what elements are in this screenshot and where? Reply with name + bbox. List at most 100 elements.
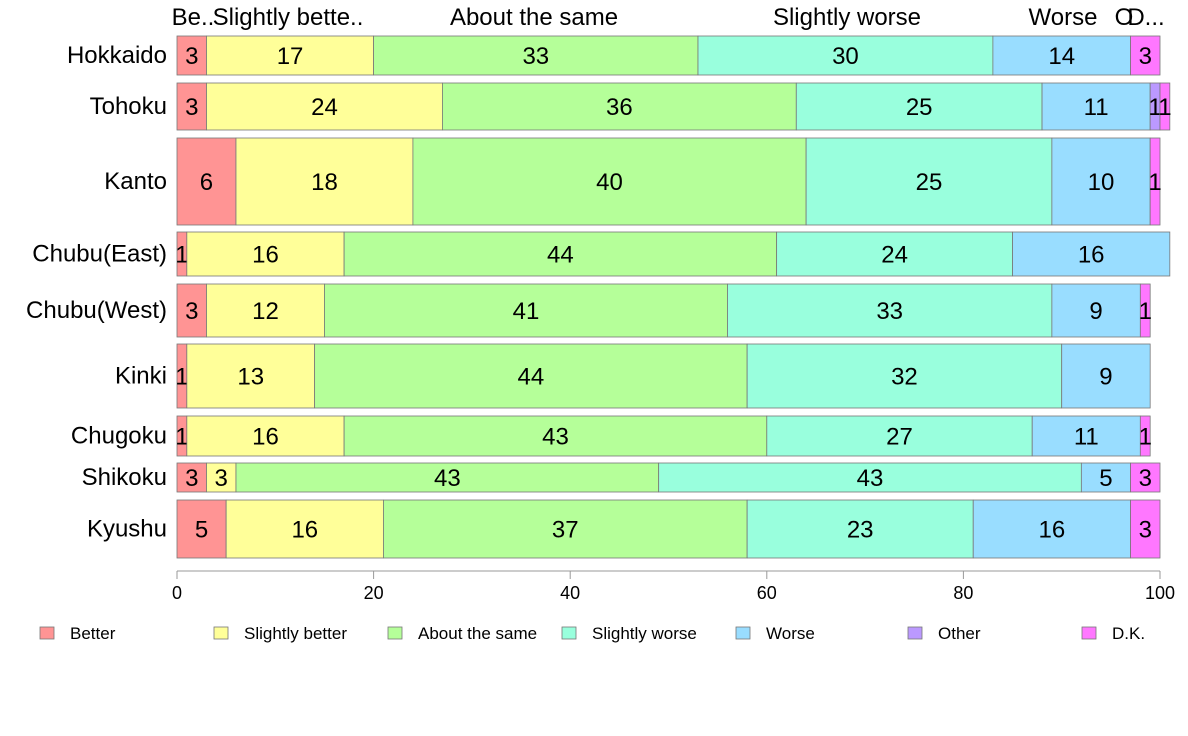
data-label: 14 [1048, 43, 1075, 70]
data-label: 1 [1158, 94, 1171, 121]
legend-swatch [735, 626, 751, 640]
data-label: 33 [522, 43, 549, 70]
data-label: 11 [1084, 94, 1109, 121]
bar-segment [343, 415, 768, 457]
top-category-label: Worse [1029, 4, 1098, 31]
bar-segment [1139, 415, 1151, 457]
data-label: 32 [891, 364, 918, 391]
bar-segment [235, 137, 414, 226]
bar-segment [1139, 283, 1151, 338]
bar-segment [1159, 82, 1171, 131]
bar-segment [1051, 137, 1151, 226]
data-label: 9 [1089, 298, 1102, 325]
data-label: 33 [876, 298, 903, 325]
bar-segment [186, 343, 316, 409]
row-label-chugoku: Chugoku [71, 423, 167, 450]
data-label: 1 [1148, 94, 1161, 121]
top-category-label: About the same [450, 4, 618, 31]
bar-segment [225, 499, 384, 559]
legend-swatch [1081, 626, 1097, 640]
data-label: 40 [596, 169, 623, 196]
row-label-kanto: Kanto [104, 168, 167, 195]
row-label-hokkaido: Hokkaido [67, 42, 167, 69]
data-label: 17 [277, 43, 304, 70]
bar-segment [776, 231, 1013, 277]
data-label: 24 [881, 242, 908, 269]
data-label: 5 [195, 517, 208, 544]
top-category-label: Be.. [172, 4, 215, 31]
legend-label: D.K. [1112, 624, 1145, 643]
top-labels-group: Be..Slightly bette.. About the same Slight… [172, 4, 1165, 31]
bar-segment [658, 462, 1082, 493]
bar-segment [746, 343, 1063, 409]
legend-label: Slightly better [244, 624, 347, 643]
data-label: 1 [1148, 169, 1161, 196]
data-label: 16 [252, 242, 279, 269]
data-label: 11 [1074, 424, 1099, 451]
data-label: 43 [857, 465, 884, 492]
data-label: 24 [311, 94, 338, 121]
bar-segment [766, 415, 1033, 457]
bar-segment [383, 499, 748, 559]
data-label: 36 [606, 94, 633, 121]
legend-label: Other [938, 624, 981, 643]
bar-segment [176, 82, 207, 131]
row-label-tohoku: Tohoku [90, 93, 167, 120]
legend-swatch [39, 626, 55, 640]
data-label: 25 [916, 169, 943, 196]
top-category-label: O [1115, 4, 1134, 31]
bar-segment [186, 231, 345, 277]
bar-segment [1130, 35, 1161, 76]
bar-segment [795, 82, 1043, 131]
data-label: 43 [434, 465, 461, 492]
bar-segment [442, 82, 797, 131]
bar-segment [727, 283, 1053, 338]
top-category-label: Slightly bette.. [213, 4, 364, 31]
data-label: 10 [1088, 169, 1115, 196]
top-category-label: Slightly worse [773, 4, 921, 31]
data-label: 3 [185, 298, 198, 325]
bar-segment [206, 283, 325, 338]
data-label: 3 [1139, 465, 1152, 492]
data-label: 1 [175, 242, 188, 269]
data-label: 3 [185, 465, 198, 492]
data-label: 16 [291, 517, 318, 544]
data-label: 3 [185, 94, 198, 121]
bar-segment [314, 343, 748, 409]
data-label: 18 [311, 169, 338, 196]
bar-segment [324, 283, 728, 338]
bar-segment [1149, 137, 1161, 226]
data-label: 41 [513, 298, 540, 325]
data-label: 44 [518, 364, 545, 391]
data-label: 16 [252, 424, 279, 451]
legend-label: About the same [418, 624, 537, 643]
data-label: 30 [832, 43, 859, 70]
bar-segment [176, 35, 207, 76]
bar-segment [176, 462, 207, 493]
bar-segment [1130, 499, 1161, 559]
data-label: 13 [237, 364, 264, 391]
x-tick-label: 60 [757, 583, 777, 603]
top-category-label: D... [1127, 4, 1164, 31]
bar-segment [412, 137, 807, 226]
data-label: 6 [200, 169, 213, 196]
data-label: 3 [1139, 43, 1152, 70]
legend: Better Slightly better About the same Sligh… [39, 624, 1145, 643]
data-label: 9 [1099, 364, 1112, 391]
row-label-kinki: Kinki [115, 363, 167, 390]
bar-segment [697, 35, 994, 76]
legend-label: Slightly worse [592, 624, 697, 643]
x-tick-label: 100 [1145, 583, 1175, 603]
bar-segment [1051, 283, 1141, 338]
bar-segment [186, 415, 345, 457]
x-tick-label: 40 [560, 583, 580, 603]
row-labels-group: Hokkaido Tohoku Kanto Chubu(East) Chubu(West… [26, 42, 167, 543]
bar-segment [343, 231, 778, 277]
legend-label: Worse [766, 624, 815, 643]
bar-segment [373, 35, 699, 76]
data-label: 27 [886, 424, 913, 451]
x-tick-label: 20 [364, 583, 384, 603]
data-label: 12 [252, 298, 279, 325]
bar-segment [235, 462, 660, 493]
